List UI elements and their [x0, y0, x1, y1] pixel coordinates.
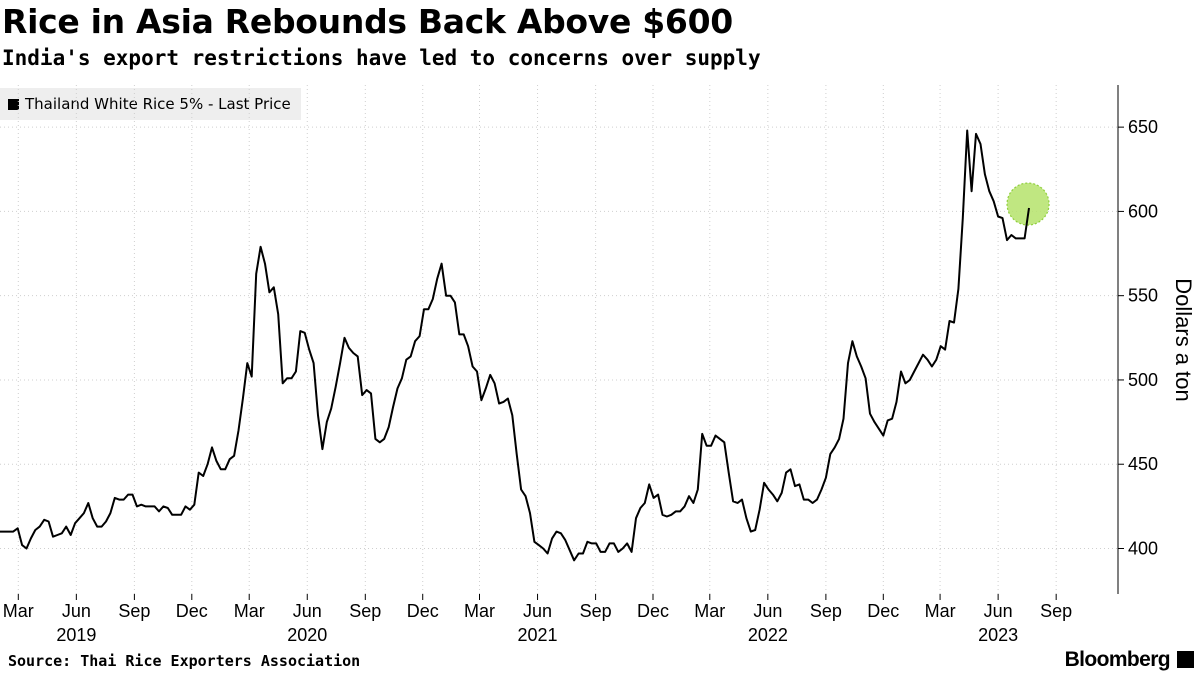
x-tick-label: Mar	[3, 601, 34, 621]
y-tick-label: 550	[1128, 286, 1158, 306]
x-tick-label: Mar	[464, 601, 495, 621]
y-tick-label: 500	[1128, 370, 1158, 390]
chart-subtitle: India's export restrictions have led to …	[2, 46, 761, 70]
x-tick-label: Sep	[810, 601, 842, 621]
x-tick-label: Sep	[1040, 601, 1072, 621]
x-year-label: 2020	[287, 625, 327, 645]
x-tick-label: Jun	[62, 601, 91, 621]
chart-title: Rice in Asia Rebounds Back Above $600	[2, 2, 733, 41]
legend-label: Thailand White Rice 5% - Last Price	[25, 95, 291, 113]
x-tick-label: Mar	[925, 601, 956, 621]
x-tick-label: Jun	[293, 601, 322, 621]
bloomberg-logo: Bloomberg	[1064, 648, 1171, 671]
x-tick-label: Dec	[867, 601, 899, 621]
y-tick-label: 600	[1128, 201, 1158, 221]
y-tick-label: 400	[1128, 538, 1158, 558]
y-axis-title: Dollars a ton	[1171, 278, 1196, 402]
x-tick-label: Dec	[176, 601, 208, 621]
y-tick-label: 450	[1128, 454, 1158, 474]
x-tick-label: Sep	[580, 601, 612, 621]
x-tick-label: Dec	[407, 601, 439, 621]
bloomberg-terminal-icon	[1177, 651, 1194, 668]
legend-swatch	[8, 98, 19, 110]
series-line	[0, 129, 1030, 562]
y-tick-label: 650	[1128, 117, 1158, 137]
x-tick-label: Jun	[753, 601, 782, 621]
highlight-circle	[1006, 182, 1050, 226]
chart-legend: Thailand White Rice 5% - Last Price	[0, 88, 301, 120]
x-tick-label: Mar	[234, 601, 265, 621]
x-tick-label: Sep	[349, 601, 381, 621]
x-year-label: 2022	[748, 625, 788, 645]
x-tick-label: Jun	[523, 601, 552, 621]
source-note: Source: Thai Rice Exporters Association	[8, 652, 361, 670]
x-year-label: 2019	[56, 625, 96, 645]
x-tick-label: Jun	[984, 601, 1013, 621]
x-tick-label: Sep	[118, 601, 150, 621]
x-tick-label: Mar	[694, 601, 725, 621]
x-tick-label: Dec	[637, 601, 669, 621]
x-year-label: 2023	[978, 625, 1018, 645]
x-year-label: 2021	[518, 625, 558, 645]
